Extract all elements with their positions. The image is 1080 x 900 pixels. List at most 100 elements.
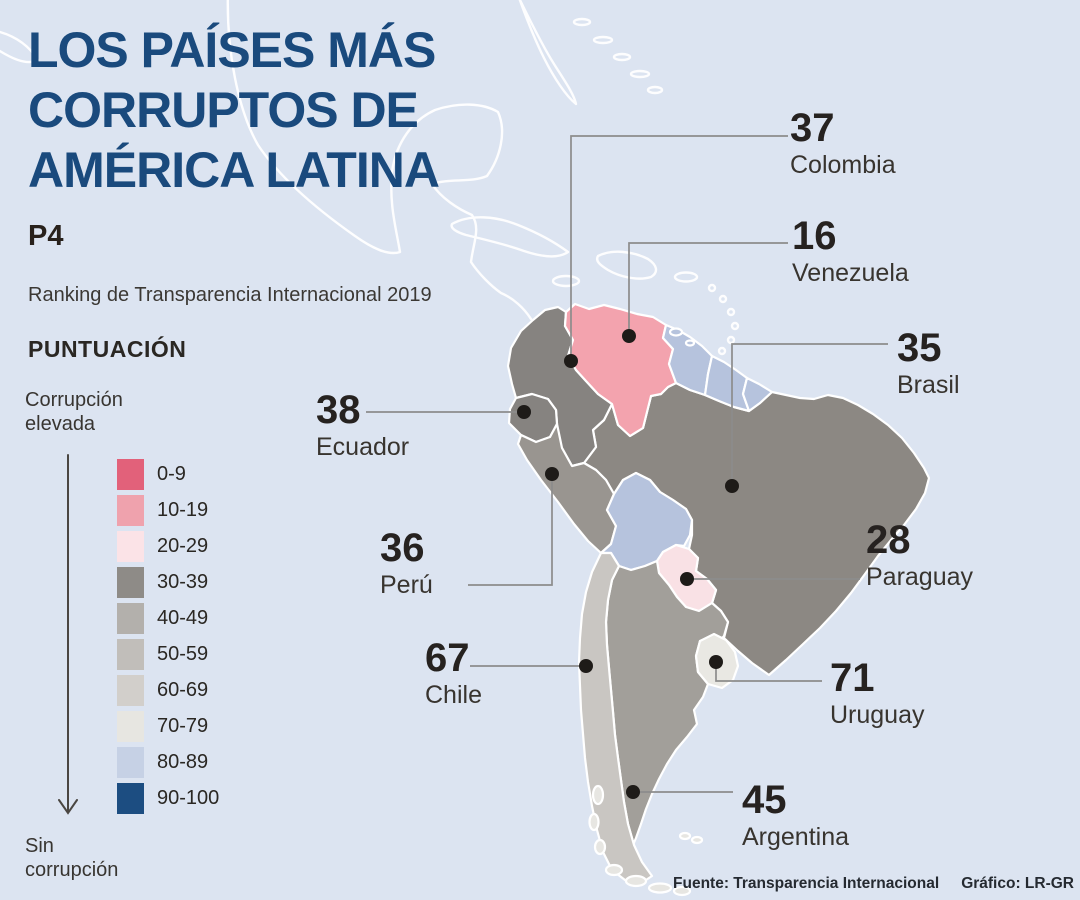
country-label: Chile xyxy=(425,681,482,709)
antilles-island xyxy=(726,307,736,317)
callout-brasil: 35 Brasil xyxy=(897,328,960,399)
callout-dot-uruguay xyxy=(709,655,723,669)
legend-range-row: 10-19 xyxy=(117,495,219,531)
legend-range-label: 20-29 xyxy=(157,535,209,557)
hispaniola-outline xyxy=(595,250,658,280)
legend-swatch xyxy=(117,495,144,526)
callout-venezuela: 16 Venezuela xyxy=(792,216,909,287)
legend-range-row: 0-9 xyxy=(117,459,219,495)
antilles-island xyxy=(718,294,728,304)
legend-swatch xyxy=(117,675,144,706)
country-venezuela xyxy=(563,302,678,438)
cuba-outline xyxy=(450,216,570,258)
callout-dot-paraguay xyxy=(680,572,694,586)
antilles-island xyxy=(707,283,717,293)
country-french-guiana xyxy=(741,376,774,413)
page-ref: P4 xyxy=(28,220,64,252)
callout-line-peru xyxy=(468,474,553,586)
callout-lines xyxy=(366,135,888,793)
country-label: Venezuela xyxy=(792,259,909,287)
bahamas-island xyxy=(612,52,632,62)
callout-peru: 36 Perú xyxy=(380,528,433,599)
florida-outline xyxy=(518,0,578,106)
score-value: 36 xyxy=(380,526,425,570)
legend-range-label: 50-59 xyxy=(157,643,209,665)
legend-swatch xyxy=(117,711,144,742)
footer-credit: Gráfico: LR-GR xyxy=(961,875,1074,892)
legend-range-label: 60-69 xyxy=(157,679,209,701)
legend-swatch xyxy=(117,639,144,670)
countries-group xyxy=(506,302,931,897)
score-value: 28 xyxy=(866,518,911,562)
legend-range-label: 40-49 xyxy=(157,607,209,629)
antilles-island xyxy=(717,346,727,356)
callout-dot-chile xyxy=(579,659,593,673)
score-value: 71 xyxy=(830,656,875,700)
callout-line-colombia xyxy=(570,135,788,361)
page-title-line: AMÉRICA LATINA xyxy=(28,142,440,198)
callout-chile: 67 Chile xyxy=(425,638,482,709)
country-label: Perú xyxy=(380,571,433,599)
callout-dot-colombia xyxy=(564,354,578,368)
legend-swatch xyxy=(117,531,144,562)
score-value: 38 xyxy=(316,388,361,432)
country-label: Colombia xyxy=(790,151,896,179)
score-value: 45 xyxy=(742,778,787,822)
bahamas-island xyxy=(572,17,592,27)
legend-swatch xyxy=(117,459,144,490)
legend-range-label: 30-39 xyxy=(157,571,209,593)
callout-dot-peru xyxy=(545,467,559,481)
bahamas-island xyxy=(592,35,614,45)
callout-line-brasil xyxy=(731,343,888,486)
legend-low-label: Sin corrupción xyxy=(25,835,119,881)
legend-swatch xyxy=(117,783,144,814)
callout-dot-ecuador xyxy=(517,405,531,419)
callout-dot-venezuela xyxy=(622,329,636,343)
legend-swatch xyxy=(117,567,144,598)
jamaica-outline xyxy=(551,274,581,288)
legend-title: PUNTUACIÓN xyxy=(28,336,187,362)
legend-range-row: 30-39 xyxy=(117,567,219,603)
legend-range-row: 40-49 xyxy=(117,603,219,639)
country-label: Argentina xyxy=(742,823,850,851)
antilles-island xyxy=(730,321,740,331)
legend-range-row: 20-29 xyxy=(117,531,219,567)
legend-range-label: 0-9 xyxy=(157,463,186,485)
callout-paraguay: 28 Paraguay xyxy=(866,520,973,591)
falkland-island xyxy=(678,831,692,841)
callout-dot-brasil xyxy=(725,479,739,493)
callout-line-venezuela xyxy=(628,242,788,336)
legend-range-row: 60-69 xyxy=(117,675,219,711)
score-value: 67 xyxy=(425,636,470,680)
country-label: Brasil xyxy=(897,371,960,399)
page-title-line: LOS PAÍSES MÁS xyxy=(28,22,436,78)
legend-range-label: 70-79 xyxy=(157,715,209,737)
background-coastlines xyxy=(0,0,740,356)
puerto-rico-outline xyxy=(673,271,699,283)
footer-source: Fuente: Transparencia Internacional xyxy=(673,875,940,892)
score-value: 37 xyxy=(790,106,835,150)
page-title-line: CORRUPTOS DE xyxy=(28,82,419,138)
callout-ecuador: 38 Ecuador xyxy=(316,390,409,461)
callout-uruguay: 71 Uruguay xyxy=(830,658,925,729)
trinidad-island xyxy=(668,327,684,337)
callout-colombia: 37 Colombia xyxy=(790,108,896,179)
country-label: Paraguay xyxy=(866,563,974,591)
legend-range-row: 90-100 xyxy=(117,783,219,819)
legend-range-row: 70-79 xyxy=(117,711,219,747)
callout-argentina: 45 Argentina xyxy=(742,780,849,851)
country-label: Ecuador xyxy=(316,433,410,461)
footer-credits: Fuente: Transparencia Internacional Gráfi… xyxy=(673,875,1074,893)
score-value: 16 xyxy=(792,214,837,258)
legend-range-label: 80-89 xyxy=(157,751,209,773)
down-arrow-icon xyxy=(58,454,78,815)
bahamas-island xyxy=(646,85,664,95)
country-label: Uruguay xyxy=(830,701,925,729)
page-subtitle: Ranking de Transparencia Internacional 2… xyxy=(28,284,432,306)
legend-range-label: 10-19 xyxy=(157,499,209,521)
legend-high-label: Corrupción elevada xyxy=(25,389,123,435)
callout-dot-argentina xyxy=(626,785,640,799)
falkland-island xyxy=(690,835,704,845)
page-title: LOS PAÍSES MÁS CORRUPTOS DE AMÉRICA LATI… xyxy=(28,20,440,200)
